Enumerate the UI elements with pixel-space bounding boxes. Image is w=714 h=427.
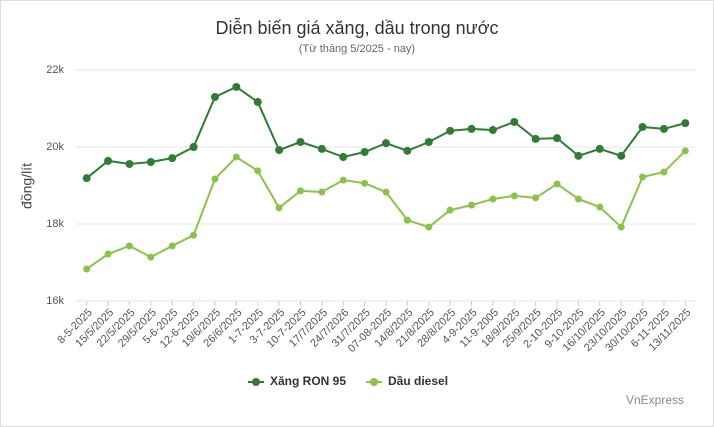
y-tick-label: 20k — [46, 141, 64, 153]
data-point — [574, 195, 582, 203]
data-point — [424, 137, 433, 146]
data-point — [681, 119, 690, 128]
data-point — [681, 147, 689, 155]
data-point — [232, 153, 240, 161]
data-point — [296, 187, 304, 195]
data-point — [596, 203, 604, 211]
data-point — [659, 124, 668, 133]
data-point — [190, 231, 198, 239]
y-tick-label: 18k — [46, 218, 64, 230]
data-point — [275, 204, 283, 212]
data-point — [83, 265, 91, 273]
data-point — [168, 154, 177, 163]
data-point — [168, 242, 176, 250]
data-point — [660, 168, 668, 176]
legend-marker — [252, 378, 260, 386]
data-point — [468, 201, 476, 209]
data-point — [510, 117, 519, 126]
data-point — [446, 206, 454, 214]
data-point — [82, 174, 91, 183]
legend-label: Dầu diesel — [388, 374, 448, 388]
data-point — [104, 250, 112, 258]
data-point — [361, 179, 369, 187]
data-point — [639, 173, 647, 181]
data-point — [104, 156, 113, 165]
data-point — [617, 151, 626, 160]
data-point — [488, 126, 497, 135]
y-tick-label: 16k — [46, 295, 64, 307]
data-point — [510, 192, 518, 200]
data-point — [318, 188, 326, 196]
data-point — [553, 134, 562, 143]
data-point — [146, 158, 155, 167]
data-point — [210, 92, 219, 101]
data-point — [403, 146, 412, 155]
data-point — [382, 139, 390, 148]
data-point — [232, 82, 241, 91]
data-point — [360, 148, 369, 157]
data-point — [638, 122, 647, 131]
data-point — [339, 176, 347, 184]
data-point — [425, 223, 433, 231]
data-point — [467, 124, 476, 133]
legend-label: Xăng RON 95 — [270, 374, 346, 388]
data-point — [403, 216, 411, 224]
data-point — [254, 167, 262, 175]
credit: VnExpress — [626, 393, 684, 407]
data-point — [531, 134, 540, 143]
data-point — [574, 151, 583, 160]
legend-marker — [370, 378, 378, 386]
y-axis-label: đồng/lít — [19, 163, 35, 209]
data-point — [317, 144, 326, 153]
chart-subtitle: (Từ tháng 5/2025 - nay) — [299, 43, 415, 55]
data-point — [532, 194, 540, 202]
data-point — [211, 175, 219, 183]
data-point — [339, 153, 348, 162]
data-point — [382, 188, 390, 196]
data-point — [617, 223, 625, 231]
data-point — [446, 126, 455, 135]
data-point — [189, 143, 198, 151]
chart-title: Diễn biến giá xăng, dầu trong nước — [215, 17, 498, 38]
data-point — [253, 97, 262, 106]
data-point — [553, 180, 561, 188]
data-point — [296, 137, 305, 146]
data-point — [125, 159, 134, 168]
data-point — [595, 144, 604, 153]
data-point — [125, 242, 133, 250]
y-tick-label: 22k — [46, 64, 64, 76]
data-point — [147, 253, 155, 261]
data-point — [489, 195, 497, 203]
data-point — [275, 146, 284, 155]
